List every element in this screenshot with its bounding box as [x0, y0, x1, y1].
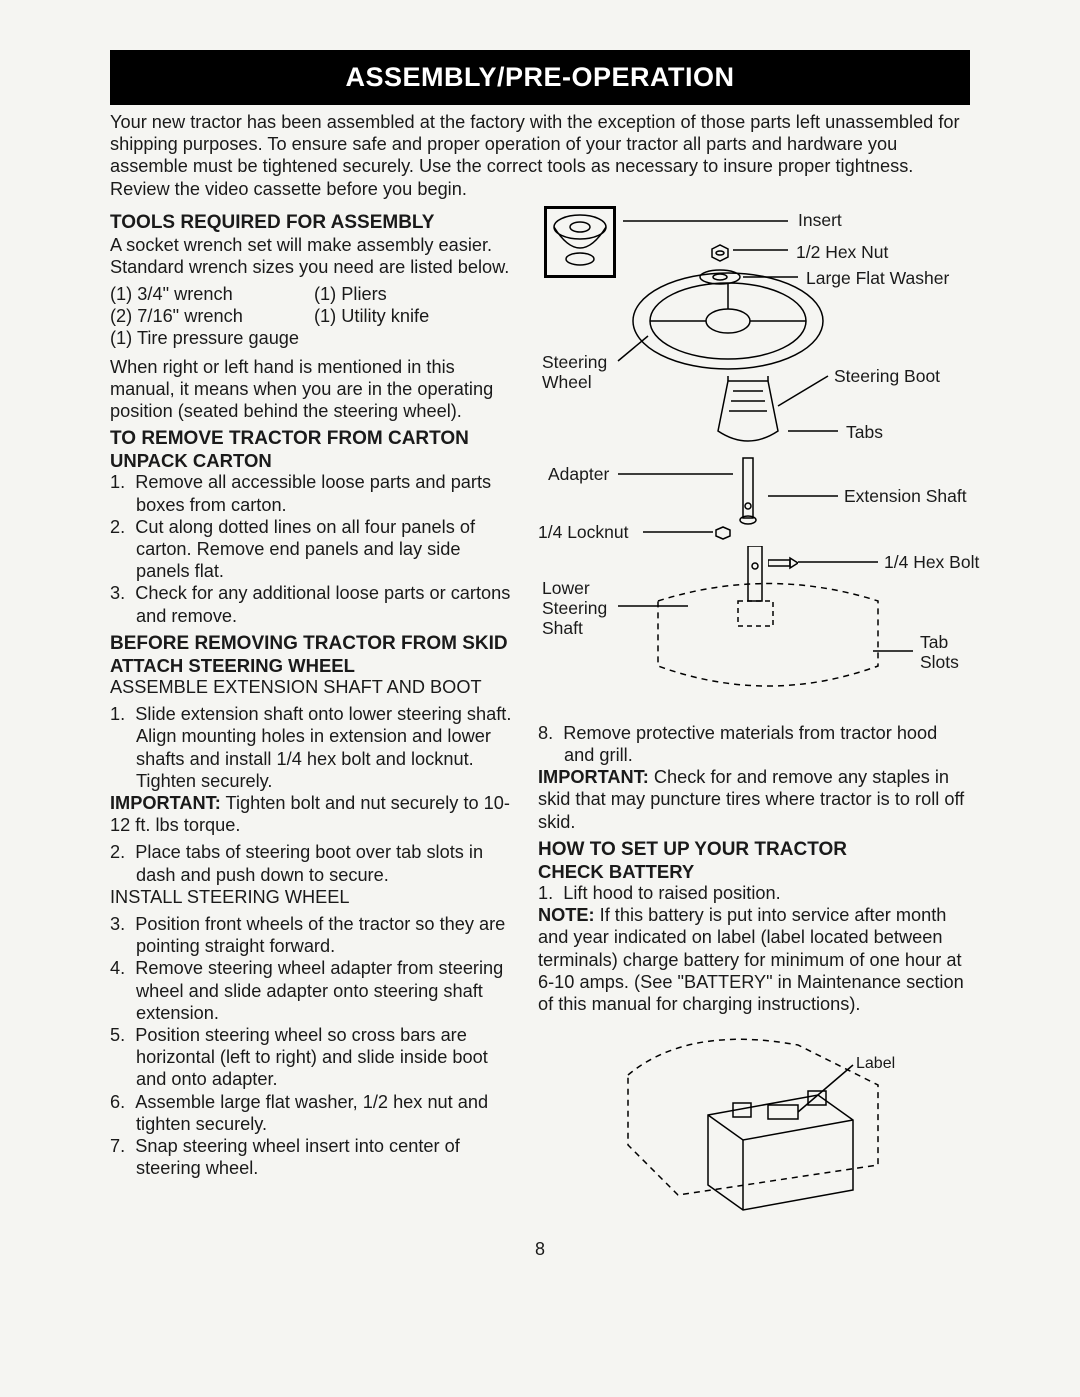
remove-heading: TO REMOVE TRACTOR FROM CARTON: [110, 428, 518, 450]
before-heading: BEFORE REMOVING TRACTOR FROM SKID: [110, 633, 518, 655]
tool-item: (1) Tire pressure gauge: [110, 327, 518, 349]
install-lead: INSTALL STEERING WHEEL: [110, 886, 518, 908]
two-column-layout: TOOLS REQUIRED FOR ASSEMBLY A socket wre…: [110, 206, 970, 1235]
diagram-label: 1/4 Hex Bolt: [884, 552, 979, 573]
steering-assembly-diagram: Insert 1/2 Hex Nut Large Flat Washer Ste…: [538, 206, 970, 716]
tools-heading: TOOLS REQUIRED FOR ASSEMBLY: [110, 212, 518, 234]
page-number: 8: [110, 1239, 970, 1260]
diagram-label: Label: [856, 1055, 895, 1073]
list-item: 4. Remove steering wheel adapter from st…: [110, 957, 518, 1024]
list-item: 2. Place tabs of steering boot over tab …: [110, 841, 518, 885]
diagram-label: Wheel: [542, 372, 592, 393]
tools-note: When right or left hand is mentioned in …: [110, 356, 518, 423]
assemble-steps-1: 1. Slide extension shaft onto lower stee…: [110, 703, 518, 792]
important-note-1: IMPORTANT: Tighten bolt and nut securely…: [110, 792, 518, 836]
diagram-label: Steering: [542, 598, 607, 619]
important-note-2: IMPORTANT: Check for and remove any stap…: [538, 766, 970, 833]
diagram-label: 1/4 Locknut: [538, 522, 628, 543]
attach-subheading: ATTACH STEERING WHEEL: [110, 655, 518, 676]
extension-shaft-icon: [733, 456, 763, 526]
diagram-label: Large Flat Washer: [806, 268, 949, 289]
manual-page: ASSEMBLY/PRE-OPERATION Your new tractor …: [0, 0, 1080, 1290]
unpack-subheading: UNPACK CARTON: [110, 450, 518, 471]
hex-nut-icon: [708, 244, 732, 262]
list-item: 3. Check for any additional loose parts …: [110, 582, 518, 626]
battery-note: NOTE: If this battery is put into servic…: [538, 904, 970, 1015]
list-item: 6. Assemble large flat washer, 1/2 hex n…: [110, 1091, 518, 1135]
battery-steps: 1. Lift hood to raised position.: [538, 882, 970, 904]
insert-icon: [544, 206, 616, 278]
locknut-icon: [713, 526, 733, 540]
hex-bolt-icon: [768, 556, 798, 570]
diagram-label: Steering Boot: [834, 366, 940, 387]
tool-item: (1) Pliers: [314, 283, 518, 305]
battery-diagram: Label: [538, 1025, 970, 1235]
step-8: 8. Remove protective materials from trac…: [538, 722, 970, 766]
setup-heading: HOW TO SET UP YOUR TRACTOR: [538, 839, 970, 861]
diagram-label: Slots: [920, 652, 959, 673]
diagram-label: Tabs: [846, 422, 883, 443]
list-item: 2. Cut along dotted lines on all four pa…: [110, 516, 518, 583]
tool-item: (1) Utility knife: [314, 305, 518, 327]
diagram-label: Adapter: [548, 464, 609, 485]
tools-lead: A socket wrench set will make assembly e…: [110, 234, 518, 278]
tools-list: (1) 3/4" wrench (1) Pliers (2) 7/16" wre…: [110, 283, 518, 350]
steering-boot-icon: [713, 376, 783, 446]
right-column: Insert 1/2 Hex Nut Large Flat Washer Ste…: [538, 206, 970, 1235]
list-item: 5. Position steering wheel so cross bars…: [110, 1024, 518, 1091]
assemble-lead: ASSEMBLE EXTENSION SHAFT AND BOOT: [110, 676, 518, 698]
diagram-label: Insert: [798, 210, 842, 231]
flat-washer-icon: [698, 268, 742, 286]
install-steps: 3. Position front wheels of the tractor …: [110, 913, 518, 1179]
list-item: 1. Remove all accessible loose parts and…: [110, 471, 518, 515]
list-item: 1. Lift hood to raised position.: [538, 882, 970, 904]
diagram-label: 1/2 Hex Nut: [796, 242, 888, 263]
check-battery-subheading: CHECK BATTERY: [538, 861, 970, 882]
diagram-label: Lower: [542, 578, 590, 599]
tool-item: (2) 7/16" wrench: [110, 305, 314, 327]
list-item: 3. Position front wheels of the tractor …: [110, 913, 518, 957]
list-item: 1. Slide extension shaft onto lower stee…: [110, 703, 518, 792]
diagram-label: Extension Shaft: [844, 486, 967, 507]
unpack-steps: 1. Remove all accessible loose parts and…: [110, 471, 518, 626]
section-header: ASSEMBLY/PRE-OPERATION: [110, 50, 970, 105]
list-item: 8. Remove protective materials from trac…: [538, 722, 970, 766]
diagram-label: Shaft: [542, 618, 583, 639]
diagram-label: Steering: [542, 352, 607, 373]
assemble-steps-2: 2. Place tabs of steering boot over tab …: [110, 841, 518, 885]
tool-item: (1) 3/4" wrench: [110, 283, 314, 305]
list-item: 7. Snap steering wheel insert into cente…: [110, 1135, 518, 1179]
intro-paragraph: Your new tractor has been assembled at t…: [110, 111, 970, 200]
diagram-label: Tab: [920, 632, 948, 653]
left-column: TOOLS REQUIRED FOR ASSEMBLY A socket wre…: [110, 206, 518, 1235]
